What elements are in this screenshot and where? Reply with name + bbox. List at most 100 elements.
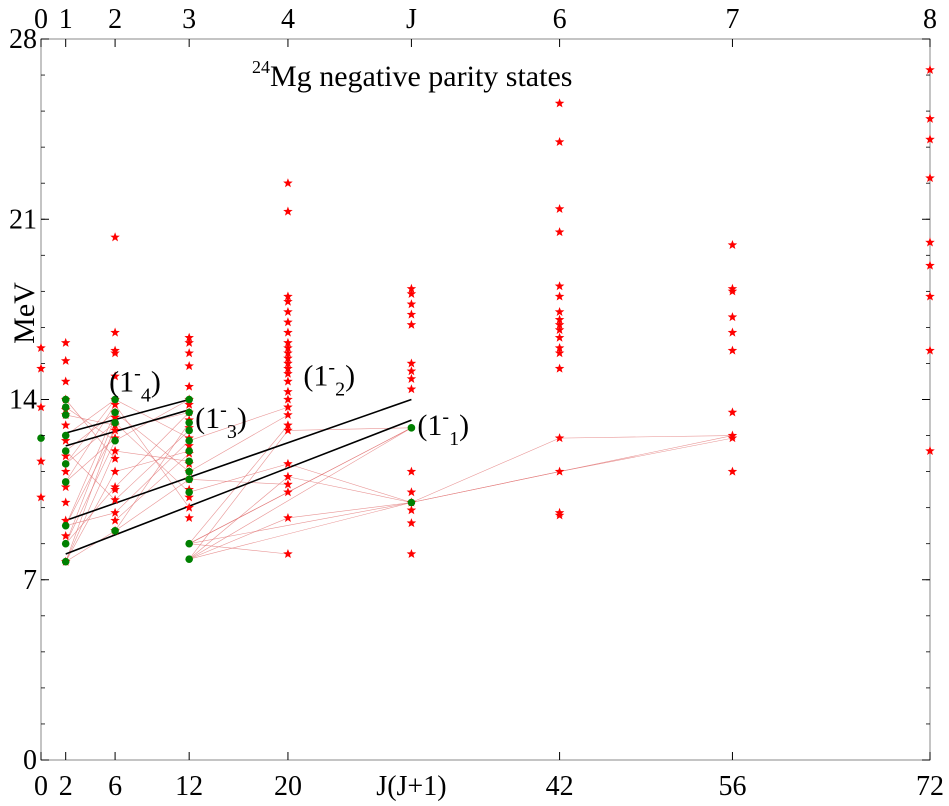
state-star-marker xyxy=(110,232,120,242)
band-member-dot xyxy=(61,539,70,548)
state-star-marker xyxy=(406,299,417,309)
transition-link xyxy=(65,430,116,526)
x-tick-label: 0 xyxy=(34,771,48,802)
state-star-marker xyxy=(406,358,417,368)
band-member-dot xyxy=(111,527,119,535)
state-star-marker xyxy=(283,479,293,489)
transition-link xyxy=(189,479,288,485)
x-tick-label: 12 xyxy=(175,771,203,802)
band-member-dot xyxy=(185,457,193,466)
state-star-marker xyxy=(110,399,120,409)
state-star-marker xyxy=(554,332,565,342)
transition-link xyxy=(188,430,289,560)
band-label: (1-3) xyxy=(195,399,247,443)
band-member-dot xyxy=(61,395,70,404)
state-star-marker xyxy=(406,518,417,528)
state-star-marker xyxy=(36,363,46,373)
state-star-marker xyxy=(283,343,293,353)
state-star-marker xyxy=(110,425,120,435)
transition-link xyxy=(114,440,190,514)
state-star-marker xyxy=(283,317,293,327)
band-label: (1-4) xyxy=(109,363,161,407)
x-tick-label: 2 xyxy=(59,771,73,802)
state-star-marker xyxy=(110,507,120,517)
transition-link xyxy=(189,517,289,560)
transition-link xyxy=(114,399,190,439)
state-star-marker xyxy=(184,381,194,391)
state-star-marker xyxy=(283,306,293,316)
top-tick-label: 0 xyxy=(34,4,48,35)
transition-link xyxy=(411,437,560,503)
band-member-dot xyxy=(185,488,193,497)
top-tick-label: 3 xyxy=(182,4,196,35)
state-star-marker xyxy=(283,425,293,435)
transition-link xyxy=(287,463,412,503)
state-star-marker xyxy=(554,343,565,353)
band-member-dot xyxy=(61,478,70,486)
band-member-dot xyxy=(407,498,416,507)
transition-link xyxy=(114,453,190,521)
state-star-marker xyxy=(110,446,120,456)
state-star-marker xyxy=(925,345,935,355)
transition-link xyxy=(188,425,289,544)
state-star-marker xyxy=(925,113,935,123)
state-star-marker xyxy=(110,371,120,381)
transition-link xyxy=(65,530,116,562)
state-star-marker xyxy=(36,456,46,466)
state-star-marker xyxy=(60,435,71,445)
band-member-dot xyxy=(185,426,193,435)
band-line xyxy=(65,419,412,555)
x-tick-label: 56 xyxy=(718,771,746,802)
transition-link xyxy=(287,502,412,519)
transition-link xyxy=(65,417,116,544)
x-tick-label: 42 xyxy=(546,771,574,802)
transition-link xyxy=(114,430,190,501)
band-member-dot xyxy=(185,408,193,417)
transition-link xyxy=(287,476,412,503)
state-star-marker xyxy=(283,487,293,497)
state-star-marker xyxy=(925,237,935,247)
state-star-marker xyxy=(406,487,417,497)
transition-link xyxy=(65,412,116,526)
band-member-dot xyxy=(37,434,45,442)
band-member-dot xyxy=(61,403,70,412)
state-star-marker xyxy=(283,512,293,522)
state-star-marker xyxy=(554,324,565,335)
state-star-marker xyxy=(554,348,565,358)
transition-link xyxy=(115,450,190,472)
state-star-marker xyxy=(554,281,565,291)
y-tick-label: 28 xyxy=(9,24,37,55)
state-star-marker xyxy=(184,361,194,371)
transition-links xyxy=(65,399,733,562)
band-member-dot xyxy=(185,555,193,563)
state-star-marker xyxy=(554,314,565,324)
transition-link xyxy=(65,486,116,544)
state-star-marker xyxy=(554,466,565,476)
state-star-marker xyxy=(184,348,194,358)
transition-link xyxy=(65,422,116,465)
transition-link xyxy=(559,435,733,439)
state-star-marker xyxy=(727,433,738,443)
state-star-marker xyxy=(727,286,738,296)
state-star-marker xyxy=(727,466,738,476)
band-member-dot xyxy=(111,418,119,427)
state-star-marker xyxy=(60,515,71,525)
band-label: (1-1) xyxy=(417,406,469,450)
state-star-marker xyxy=(184,492,194,502)
state-star-marker xyxy=(554,363,565,373)
band-label: (1-2) xyxy=(303,357,355,401)
transition-link xyxy=(65,450,116,501)
transition-link xyxy=(189,463,289,493)
transition-link xyxy=(114,404,190,508)
y-tick-label: 14 xyxy=(9,385,37,416)
transition-link xyxy=(287,427,412,493)
state-star-marker xyxy=(283,363,293,373)
state-star-marker xyxy=(406,466,417,476)
state-star-marker xyxy=(283,376,293,386)
state-star-marker xyxy=(110,348,120,358)
top-tick-label: 8 xyxy=(923,4,937,35)
transition-link xyxy=(189,414,289,472)
